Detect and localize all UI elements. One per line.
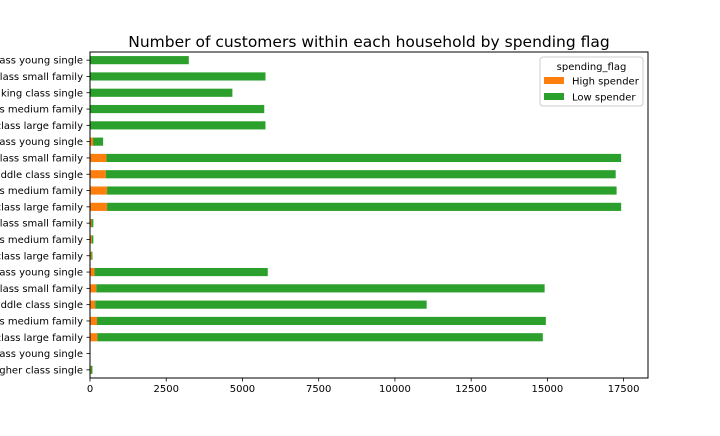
bar-low-spender — [90, 72, 265, 80]
bar-high-spender — [90, 186, 107, 194]
bar-high-spender — [90, 154, 106, 162]
x-tick-label: 10000 — [379, 384, 411, 395]
legend-title: spending_flag — [557, 62, 627, 73]
bar-low-spender — [95, 268, 268, 276]
y-tick-label: class small family — [0, 284, 83, 295]
y-tick-label: class young single — [0, 56, 83, 67]
bar-low-spender — [107, 186, 617, 194]
bar-low-spender — [107, 203, 621, 211]
bar-low-spender — [91, 366, 93, 374]
y-tick-label: s medium family — [0, 105, 83, 116]
x-axis: 0 2500 5000 7500 10000 12500 15000 17500 — [87, 378, 640, 395]
bar-high-spender — [90, 284, 96, 292]
bar-low-spender — [92, 235, 94, 243]
y-tick-label: ass young single — [0, 137, 83, 148]
bar-low-spender — [106, 154, 621, 162]
bar-low-spender — [97, 317, 546, 325]
bar-high-spender — [90, 301, 95, 309]
y-tick-label: class large family — [0, 202, 83, 213]
y-tick-label: s medium family — [0, 186, 83, 197]
x-tick-label: 12500 — [455, 384, 487, 395]
chart-title: Number of customers within each househol… — [128, 33, 609, 51]
bar-low-spender — [95, 301, 426, 309]
y-tick-label: gher class single — [0, 365, 83, 376]
x-tick-label: 5000 — [230, 384, 255, 395]
y-tick-label: class large family — [0, 121, 83, 132]
legend: spending_flag High spender Low spender — [540, 57, 643, 106]
y-tick-label: ddle class single — [1, 170, 83, 181]
bar-low-spender — [97, 333, 542, 341]
y-tick-label: class small family — [0, 153, 83, 164]
bar-low-spender — [90, 89, 232, 97]
bar-low-spender — [91, 252, 92, 260]
y-tick-label: class small family — [0, 72, 83, 83]
bar-low-spender — [92, 219, 94, 227]
y-tick-label: class small family — [0, 219, 83, 230]
y-tick-label: s medium family — [0, 316, 83, 327]
x-tick-label: 7500 — [306, 384, 331, 395]
legend-label-high-spender: High spender — [572, 77, 640, 88]
x-tick-label: 2500 — [154, 384, 179, 395]
y-tick-label: class large family — [0, 333, 83, 344]
y-tick-label: class young single — [0, 268, 83, 279]
bar-high-spender — [90, 268, 95, 276]
bar-high-spender — [90, 170, 106, 178]
y-tick-label: ddle class single — [1, 300, 83, 311]
y-axis: class young single class small family king… — [0, 56, 90, 377]
bar-low-spender — [93, 138, 103, 146]
legend-label-low-spender: Low spender — [572, 93, 636, 104]
x-tick-label: 15000 — [531, 384, 563, 395]
x-tick-label: 17500 — [608, 384, 640, 395]
y-tick-label: s medium family — [0, 235, 83, 246]
bar-low-spender — [90, 121, 265, 129]
bar-low-spender — [90, 105, 264, 113]
bar-high-spender — [90, 203, 107, 211]
y-tick-label: king class single — [1, 88, 83, 99]
legend-swatch-low-spender — [544, 93, 564, 100]
bar-high-spender — [90, 317, 97, 325]
bar-low-spender — [106, 170, 616, 178]
y-tick-label: class young single — [0, 349, 83, 360]
legend-swatch-high-spender — [544, 77, 564, 84]
bar-high-spender — [90, 333, 97, 341]
bar-low-spender — [96, 284, 544, 292]
bar-low-spender — [90, 56, 188, 64]
y-tick-label: class large family — [0, 251, 83, 262]
x-tick-label: 0 — [87, 384, 93, 395]
